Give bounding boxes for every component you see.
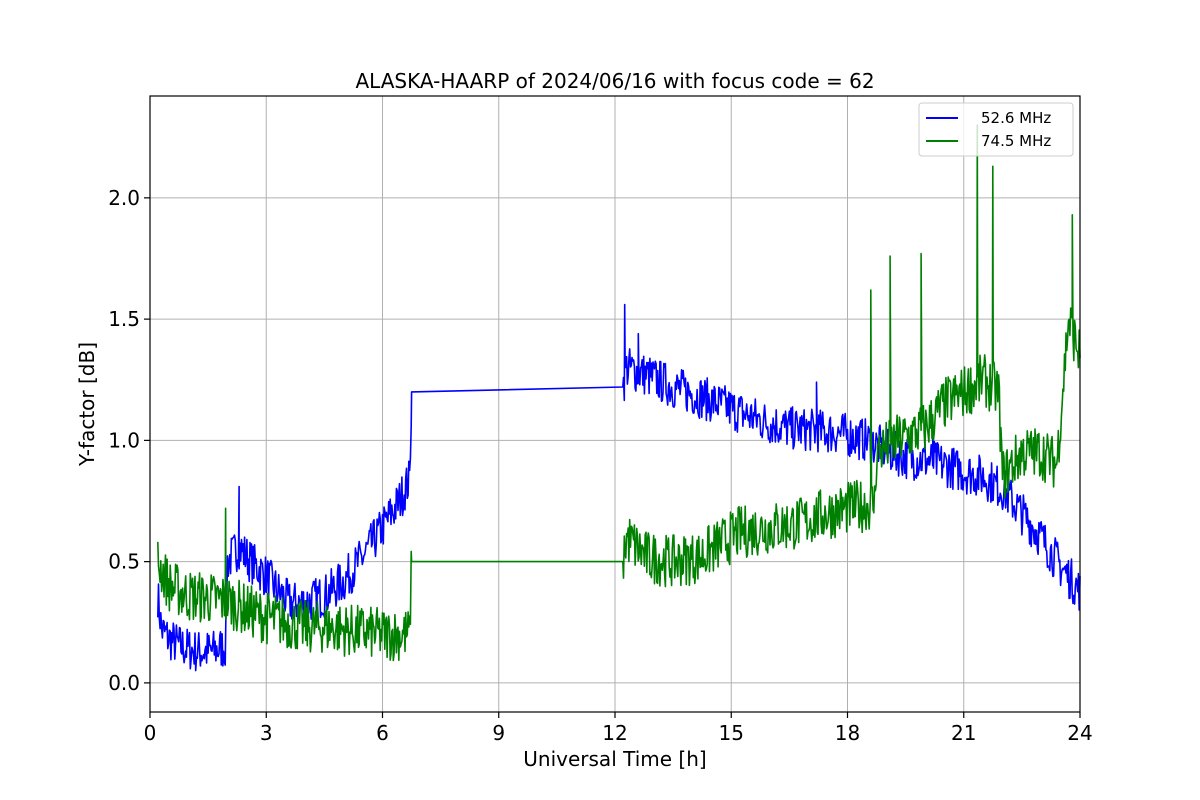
plot-series: [157, 124, 1081, 672]
legend-box: [918, 102, 1074, 157]
x-tick-label: 24: [1067, 721, 1092, 745]
y-tick-label: 0.0: [108, 671, 140, 695]
y-tick-label: 2.0: [108, 186, 140, 210]
x-tick-label: 3: [260, 721, 273, 745]
x-tick-label: 6: [376, 721, 389, 745]
x-tick-label: 18: [835, 721, 860, 745]
series-line-74-5-mhz: [157, 124, 1081, 662]
y-tick-label: 1.5: [108, 307, 140, 331]
x-tick-label: 9: [492, 721, 505, 745]
legend-label-74-5-mhz: 74.5 MHz: [981, 132, 1051, 150]
legend-label-52-6-mhz: 52.6 MHz: [981, 109, 1051, 127]
series-line-52-6-mhz: [157, 303, 1081, 672]
y-tick-label: 0.5: [108, 550, 140, 574]
x-axis-label: Universal Time [h]: [523, 747, 706, 771]
x-tick-label: 15: [719, 721, 744, 745]
x-tick-label: 0: [144, 721, 157, 745]
legend: 52.6 MHz 74.5 MHz: [918, 102, 1074, 157]
axis-ticks: 0 3 6 9 12 15 18 21 24 0.0 0.5 1.0 1.5 2.0: [108, 186, 1093, 745]
y-axis-label: Y-factor [dB]: [75, 342, 99, 467]
chart-title: ALASKA-HAARP of 2024/06/16 with focus co…: [355, 69, 874, 93]
y-tick-label: 1.0: [108, 428, 140, 452]
x-tick-label: 12: [602, 721, 627, 745]
x-tick-label: 21: [951, 721, 976, 745]
